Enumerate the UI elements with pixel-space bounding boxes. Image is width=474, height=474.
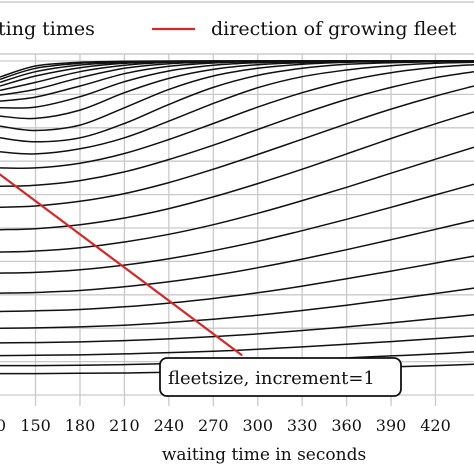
series-line-20 (0, 287, 474, 329)
x-tick-label-270: 270 (198, 416, 229, 435)
series-line-13 (0, 70, 474, 188)
legend-label-black: ting times (0, 18, 95, 40)
legend-label-red: direction of growing fleet (211, 18, 457, 40)
x-tick-label-300: 300 (242, 416, 273, 435)
series-line-12 (0, 63, 474, 170)
series-line-21 (0, 314, 474, 344)
x-tick-label-390: 390 (376, 416, 407, 435)
annotation: fleetsize, increment=1 (159, 357, 402, 397)
x-tick-label-240: 240 (154, 416, 185, 435)
series-line-10 (0, 60, 474, 143)
series-line-19 (0, 255, 474, 313)
series-line-18 (0, 219, 474, 294)
x-tick-label-210: 210 (109, 416, 140, 435)
series-line-9 (0, 60, 474, 132)
x-tick-label-edge: 0 (0, 416, 6, 435)
legend-box (0, 1, 474, 55)
legend: ting times direction of growing fleet (0, 1, 474, 55)
series-line-15 (0, 111, 474, 231)
series-line-11 (0, 61, 474, 155)
x-tick-label-150: 150 (20, 416, 51, 435)
x-tick-label-180: 180 (65, 416, 96, 435)
grid (0, 54, 474, 406)
x-tick-label-330: 330 (287, 416, 318, 435)
annotation-text: fleetsize, increment=1 (168, 368, 375, 389)
series-line-14 (0, 85, 474, 209)
direction-arrow (0, 173, 243, 357)
x-axis-title: waiting time in seconds (162, 445, 366, 465)
series-line-17 (0, 183, 474, 274)
x-axis-ticks: 150 180 210 240 270 300 330 360 390 420 0 (0, 416, 451, 435)
x-tick-label-360: 360 (331, 416, 362, 435)
x-tick-label-420: 420 (420, 416, 451, 435)
series-group (0, 60, 474, 375)
annotation-box (159, 357, 402, 397)
series-line-16 (0, 146, 474, 253)
